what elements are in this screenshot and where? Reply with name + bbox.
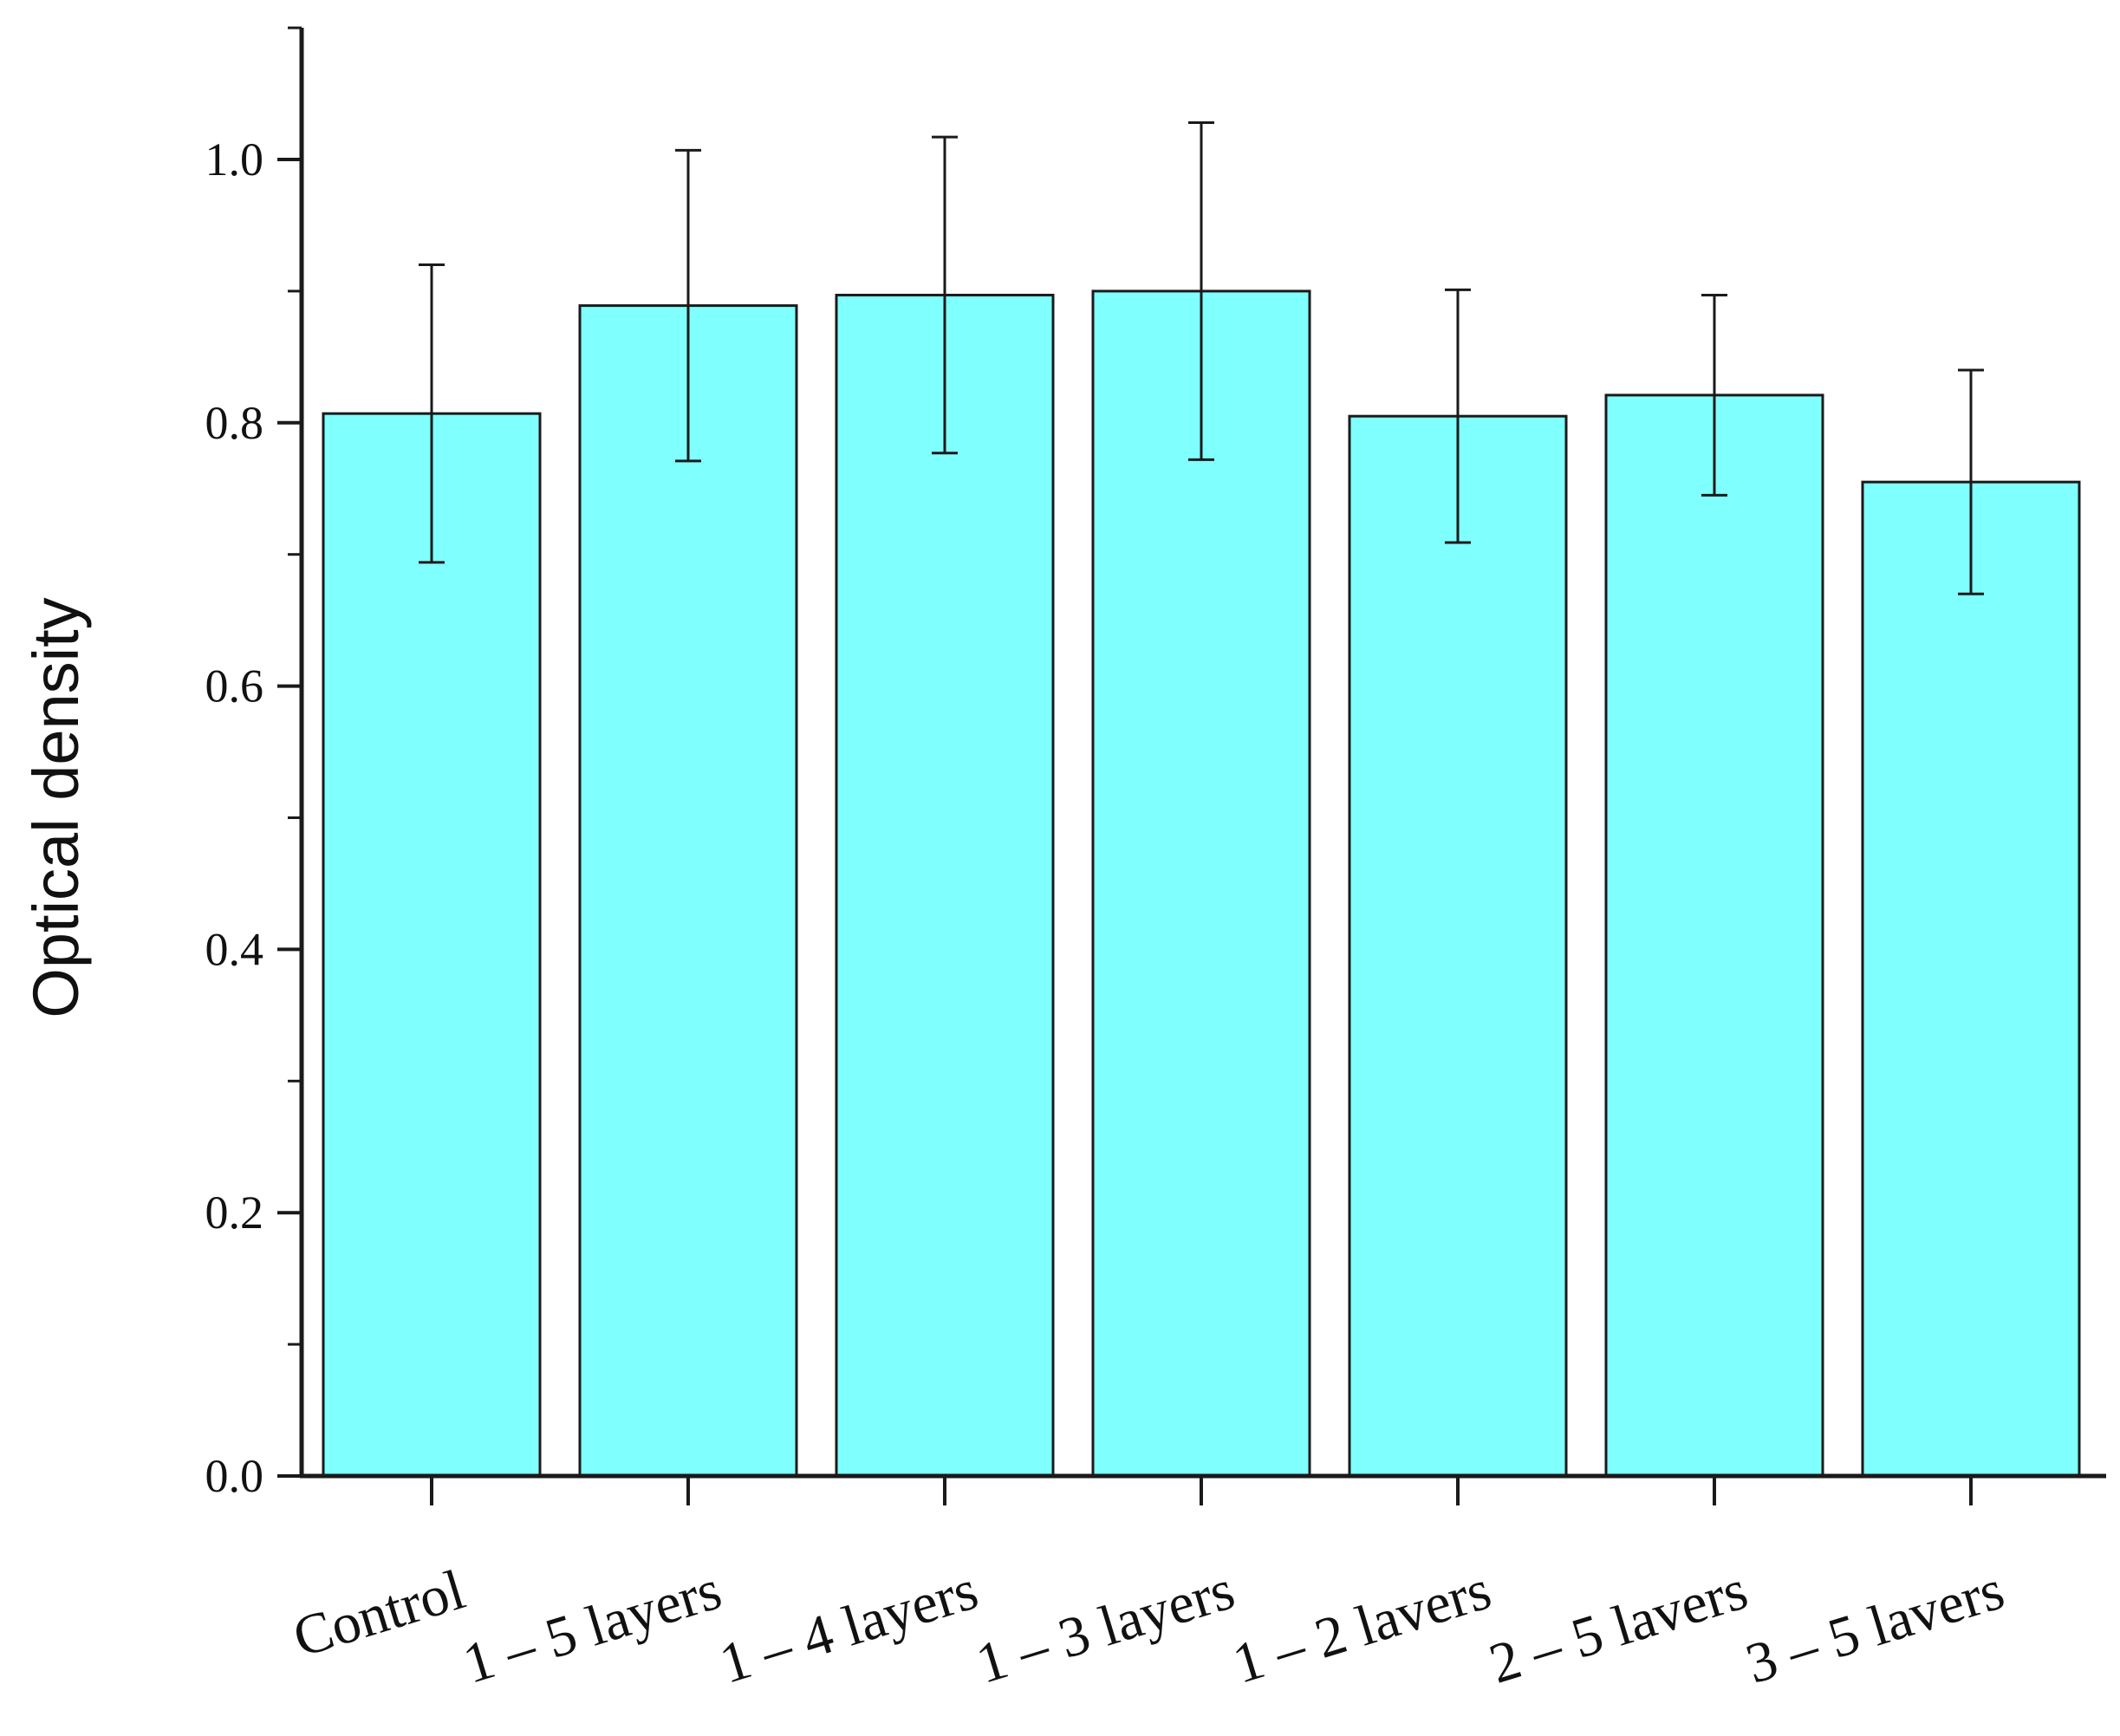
y-tick-label-0: 0.0 (205, 1450, 264, 1502)
error-bar-6 (1958, 368, 1984, 595)
bar-2 (835, 293, 1055, 1478)
y-tick-label-4: 0.8 (205, 397, 264, 449)
error-bar-5 (1701, 293, 1727, 497)
y-tick-label-5: 1.0 (205, 133, 264, 185)
x-tick-label-3: 1 – 3 layers (969, 1558, 1241, 1696)
bar-0 (322, 412, 542, 1478)
bar-4 (1348, 414, 1568, 1478)
y-tick-label-1: 0.2 (205, 1187, 264, 1239)
bar-1 (578, 304, 798, 1478)
y-tick-label-3: 0.6 (205, 660, 264, 712)
error-bar-3 (1188, 120, 1214, 461)
y-axis-title: Optical density (20, 597, 92, 1018)
error-bar-4 (1445, 288, 1471, 544)
bar-6 (1861, 480, 2081, 1478)
error-bars-layer (419, 120, 1984, 595)
bars-layer (322, 289, 2081, 1478)
x-tick-label-5: 2 – 5 lavers (1482, 1558, 1754, 1696)
y-ticks-layer: 0.0 0.2 0.4 0.6 0.8 1.0 (205, 26, 302, 1502)
error-bar-1 (675, 148, 701, 463)
x-tick-label-2: 1 – 4 layers (712, 1558, 985, 1696)
error-bar-0 (419, 263, 445, 564)
x-tick-label-6: 3 – 5 lavers (1739, 1558, 2011, 1696)
x-tick-label-1: 1 – 5 layers (456, 1558, 728, 1696)
x-tick-label-0: Control (286, 1558, 471, 1670)
y-tick-label-2: 0.4 (205, 923, 264, 975)
bar-5 (1604, 393, 1824, 1478)
error-bar-2 (932, 135, 958, 455)
bar-3 (1091, 289, 1311, 1478)
x-tick-label-4: 1 – 2 lavers (1226, 1558, 1498, 1696)
